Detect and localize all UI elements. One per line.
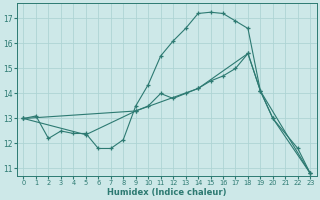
X-axis label: Humidex (Indice chaleur): Humidex (Indice chaleur) xyxy=(107,188,227,197)
